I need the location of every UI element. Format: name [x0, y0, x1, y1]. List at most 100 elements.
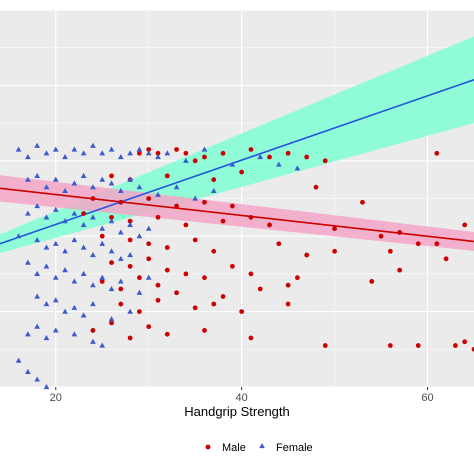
point-male: [220, 294, 226, 299]
data-points: [15, 142, 474, 390]
point-male: [146, 324, 152, 330]
point-male: [164, 173, 170, 179]
point-male: [90, 328, 96, 333]
point-female: [145, 274, 152, 280]
point-female: [62, 248, 68, 254]
point-female: [25, 368, 31, 375]
point-female: [62, 308, 68, 314]
point-male: [137, 275, 142, 281]
legend-female-label: Female: [276, 442, 313, 454]
point-female: [99, 240, 106, 246]
point-male: [202, 154, 207, 160]
point-male: [387, 343, 393, 348]
point-female: [145, 225, 152, 231]
point-male: [248, 147, 254, 152]
point-female: [71, 278, 78, 284]
x-axis-title: Handgrip Strength: [184, 404, 290, 419]
point-male: [174, 290, 179, 296]
confidence-band-male: [0, 175, 474, 251]
point-male: [137, 150, 142, 156]
point-male: [220, 150, 226, 156]
point-male: [146, 147, 152, 152]
point-female: [99, 225, 106, 231]
point-male: [443, 256, 449, 262]
point-female: [117, 154, 124, 160]
point-male: [434, 241, 440, 247]
point-female: [34, 376, 41, 382]
point-male: [81, 211, 87, 216]
point-female: [52, 274, 59, 280]
point-male: [109, 173, 114, 179]
point-male: [285, 150, 291, 156]
point-male: [137, 309, 142, 314]
point-female: [52, 176, 59, 182]
point-female: [136, 146, 143, 152]
point-female: [43, 184, 50, 190]
point-male: [164, 267, 170, 273]
point-female: [34, 293, 41, 299]
confidence-bands: [0, 36, 474, 254]
point-female: [108, 285, 115, 292]
point-female: [34, 203, 41, 209]
point-male: [164, 245, 170, 250]
point-male: [211, 301, 217, 307]
point-female: [136, 233, 143, 239]
point-female: [155, 154, 161, 160]
point-female: [34, 323, 41, 329]
point-female: [155, 191, 161, 197]
legend-male-label: Male: [222, 442, 246, 454]
point-female: [117, 187, 124, 194]
point-female: [15, 233, 22, 239]
point-female: [25, 176, 31, 182]
point-female: [80, 172, 87, 178]
point-female: [62, 267, 68, 273]
point-male: [174, 203, 179, 209]
point-female: [71, 304, 78, 310]
point-female: [43, 384, 50, 390]
point-female: [90, 184, 96, 190]
point-female: [71, 210, 78, 216]
point-female: [183, 157, 189, 163]
point-male: [146, 256, 152, 262]
point-female: [25, 259, 31, 265]
point-female: [43, 150, 50, 156]
point-female: [43, 244, 50, 250]
point-male: [211, 248, 217, 254]
point-female: [145, 150, 152, 156]
point-male: [397, 267, 403, 273]
point-female: [164, 150, 171, 156]
point-female: [62, 187, 68, 194]
point-female: [127, 221, 133, 227]
point-male: [183, 271, 189, 277]
point-male: [99, 233, 105, 239]
point-female: [210, 187, 217, 194]
grid-lines: [0, 9, 474, 388]
point-female: [136, 184, 143, 190]
point-female: [25, 210, 31, 216]
point-male: [267, 222, 272, 228]
point-male: [378, 233, 384, 239]
point-male: [332, 226, 337, 232]
point-female: [294, 165, 301, 171]
point-female: [257, 154, 264, 160]
point-female: [34, 270, 41, 276]
point-male: [146, 241, 152, 247]
point-male: [295, 275, 300, 281]
point-male: [118, 286, 124, 292]
point-male: [322, 158, 328, 164]
point-male: [313, 184, 319, 190]
point-female: [62, 154, 68, 160]
point-female: [43, 263, 50, 269]
point-female: [25, 331, 31, 337]
point-male: [471, 346, 474, 352]
point-male: [99, 279, 105, 284]
point-male: [229, 203, 235, 209]
point-female: [99, 176, 106, 182]
point-male: [174, 147, 179, 152]
point-female: [275, 161, 282, 167]
point-male: [415, 343, 421, 348]
point-female: [117, 255, 124, 261]
point-male: [248, 214, 254, 220]
point-male: [415, 241, 421, 247]
